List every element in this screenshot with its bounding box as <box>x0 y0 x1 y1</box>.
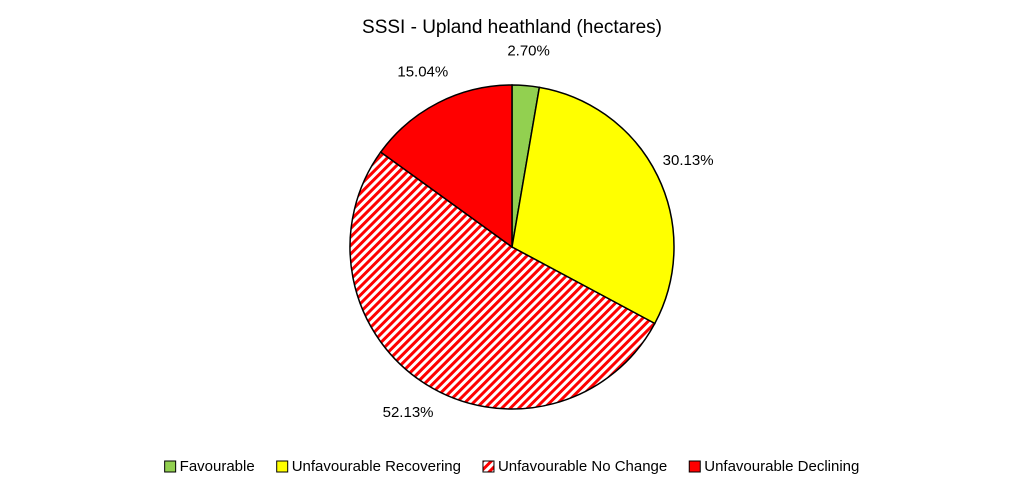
legend-swatch <box>482 460 495 473</box>
chart-title: SSSI - Upland heathland (hectares) <box>362 17 662 38</box>
data-label: 30.13% <box>663 152 714 169</box>
legend-swatch <box>276 460 289 473</box>
pie-slice <box>379 84 513 249</box>
legend-label: Favourable <box>180 458 255 475</box>
legend-label: Unfavourable Recovering <box>292 458 461 475</box>
legend-swatch <box>688 460 701 473</box>
data-label: 52.13% <box>383 404 434 421</box>
data-label: 15.04% <box>397 63 448 80</box>
pie-slice <box>349 151 656 410</box>
legend-label: Unfavourable No Change <box>498 458 667 475</box>
data-label: 2.70% <box>507 43 550 60</box>
legend-label: Unfavourable Declining <box>704 458 859 475</box>
legend-swatch <box>164 460 177 473</box>
pie-slice <box>511 86 675 325</box>
